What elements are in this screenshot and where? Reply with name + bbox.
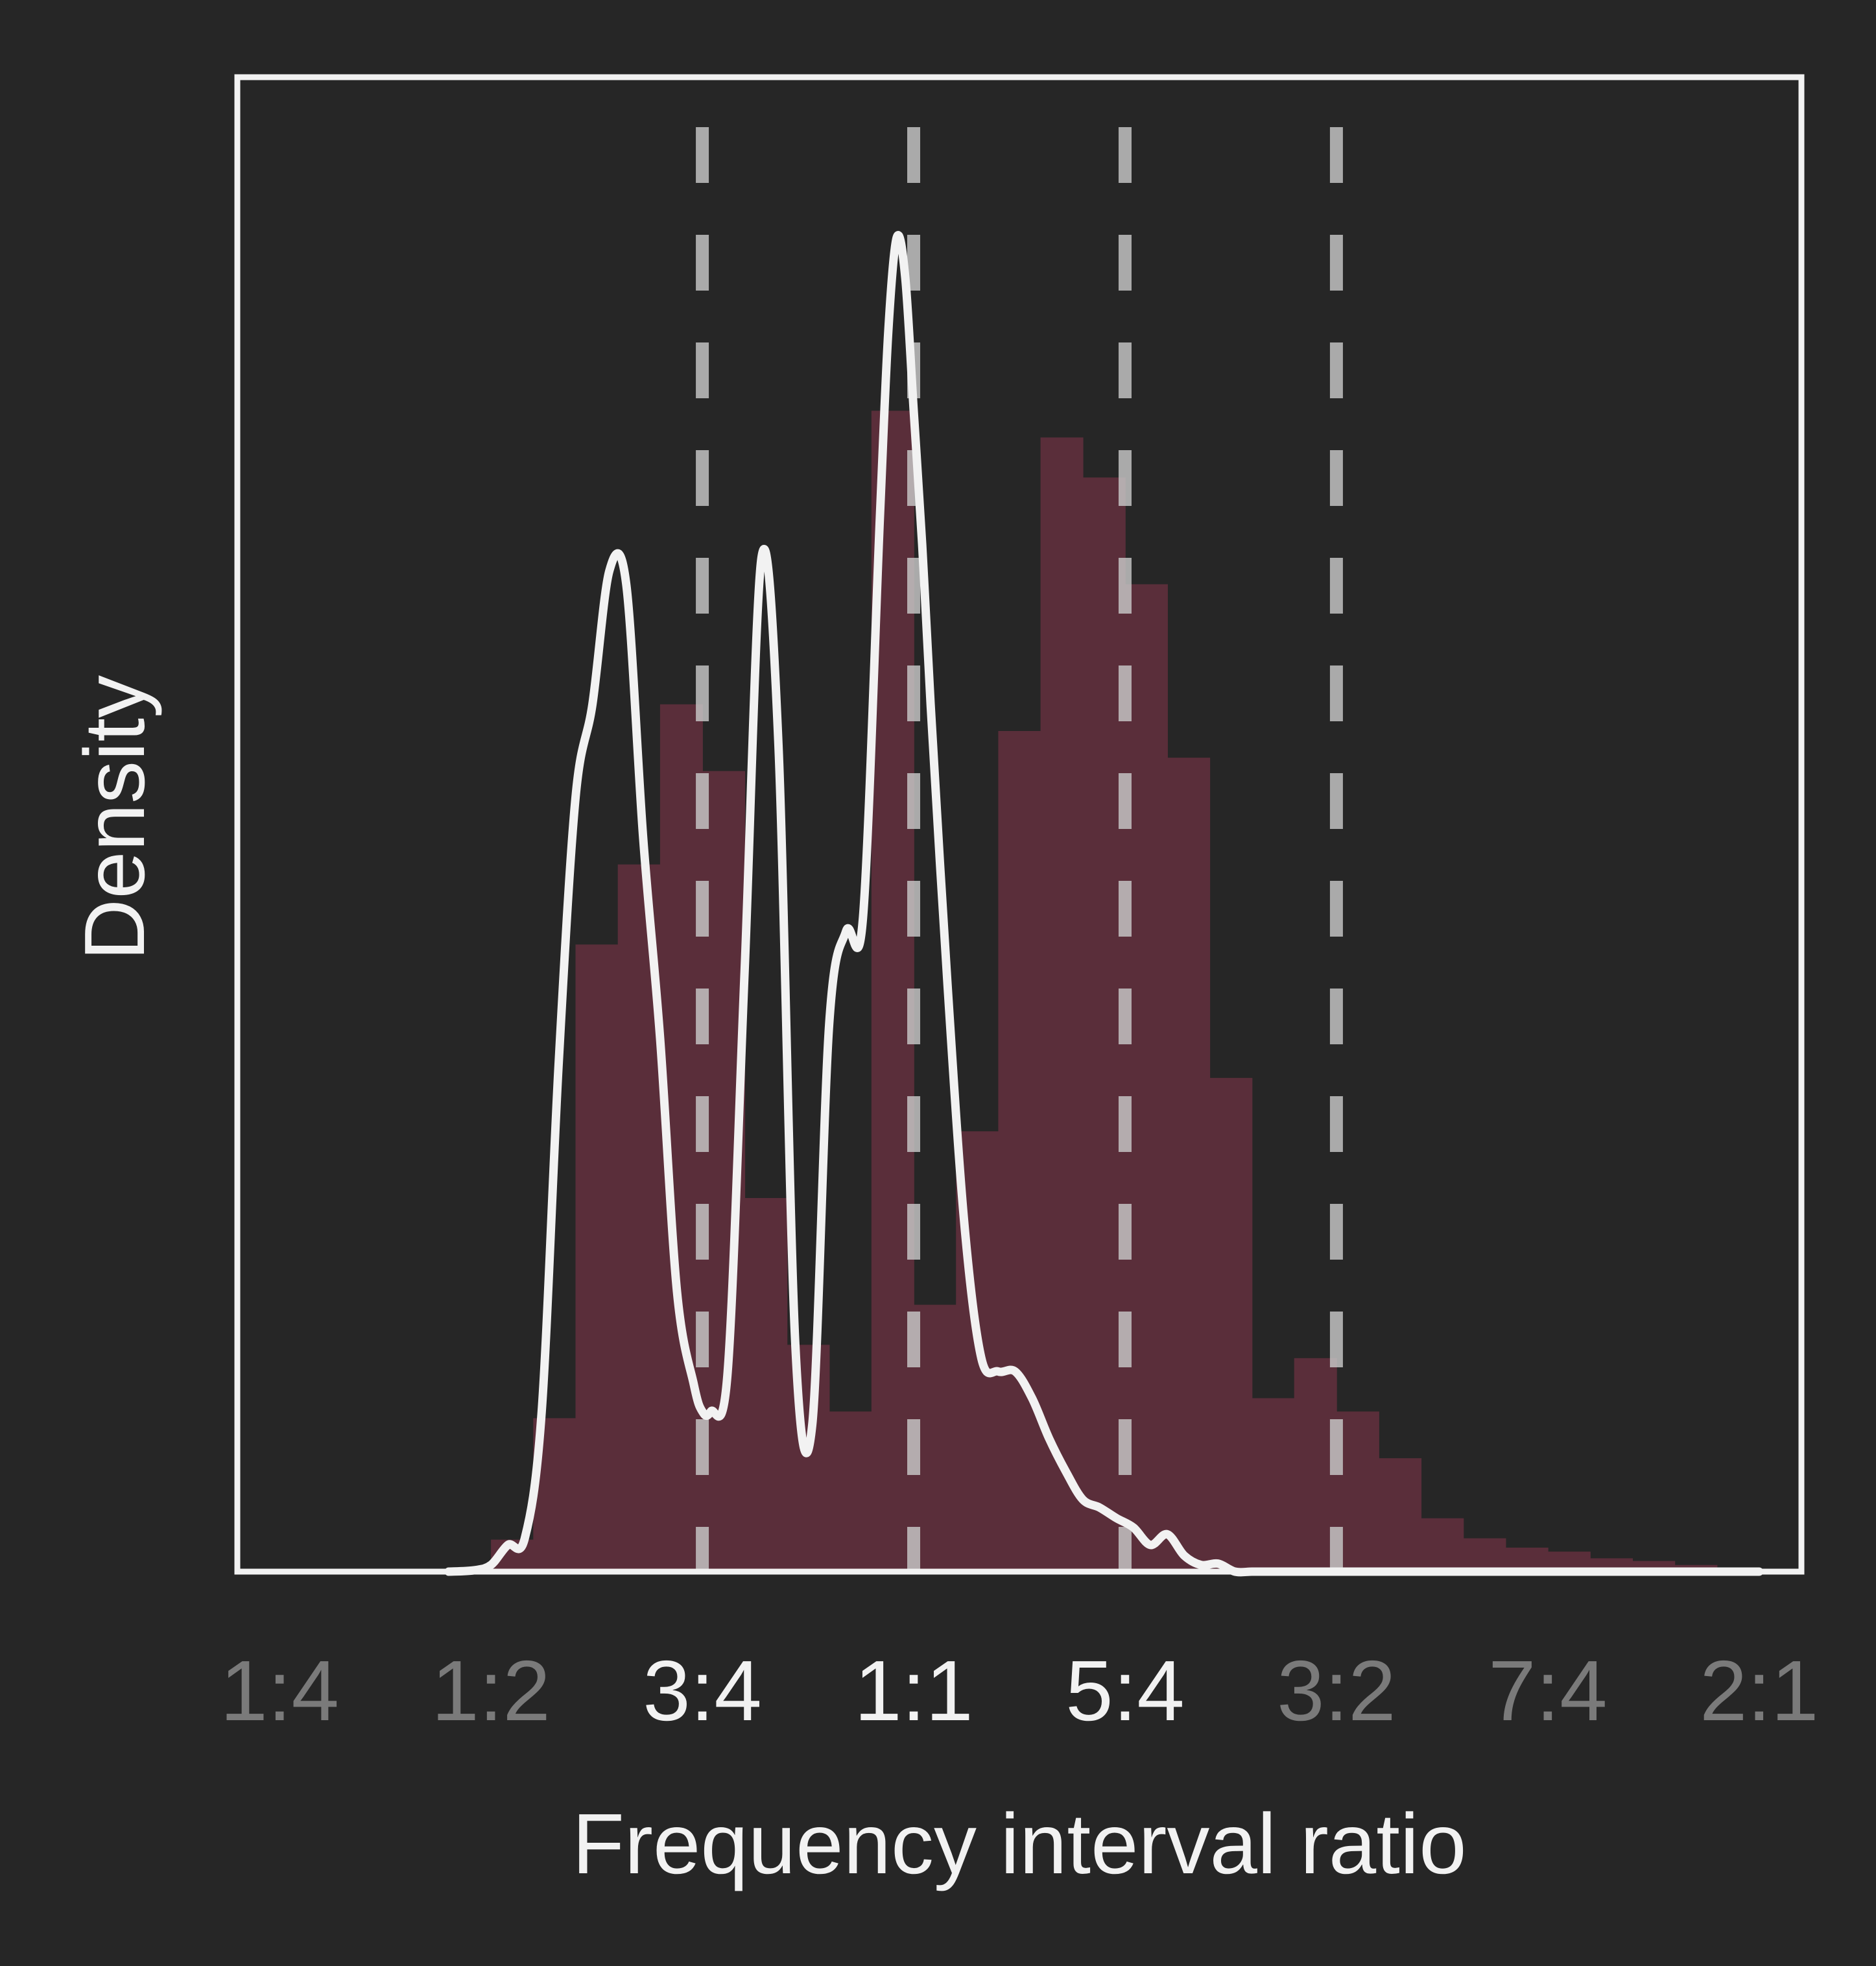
histogram-bar [998, 731, 1041, 1572]
x-tick-label: 1:1 [854, 1643, 973, 1738]
x-axis-title: Frequency interval ratio [572, 1796, 1466, 1891]
y-axis-title: Density [67, 675, 162, 961]
x-tick-label: 1:2 [431, 1643, 551, 1738]
x-tick-labels: 1:4 1:2 3:4 1:1 5:4 3:2 7:4 2:1 [220, 1643, 1818, 1738]
x-tick-label: 2:1 [1700, 1643, 1819, 1738]
histogram-bar [1336, 1411, 1379, 1572]
histogram-bar [744, 1198, 788, 1572]
x-tick-label: 3:4 [643, 1643, 762, 1738]
histogram-bar [1463, 1538, 1506, 1572]
histogram-bar [1040, 437, 1084, 1572]
histogram-bar [1209, 1077, 1253, 1572]
x-tick-label: 5:4 [1065, 1643, 1185, 1738]
histogram-bar [1252, 1398, 1295, 1572]
plot-frame [234, 74, 1805, 1575]
x-tick-label: 7:4 [1488, 1643, 1608, 1738]
histogram-bar [914, 1304, 957, 1572]
histogram-bar [1379, 1458, 1422, 1572]
histogram-bar [1294, 1358, 1337, 1572]
x-tick-label: 1:4 [220, 1643, 339, 1738]
histogram-bar [1082, 477, 1126, 1572]
histogram-bar [1167, 758, 1211, 1572]
x-tick-label: 3:2 [1277, 1643, 1396, 1738]
histogram-bar [1421, 1518, 1464, 1572]
histogram-bar [1124, 584, 1168, 1572]
histogram-bar [575, 944, 619, 1572]
histogram-bar [829, 1411, 872, 1572]
